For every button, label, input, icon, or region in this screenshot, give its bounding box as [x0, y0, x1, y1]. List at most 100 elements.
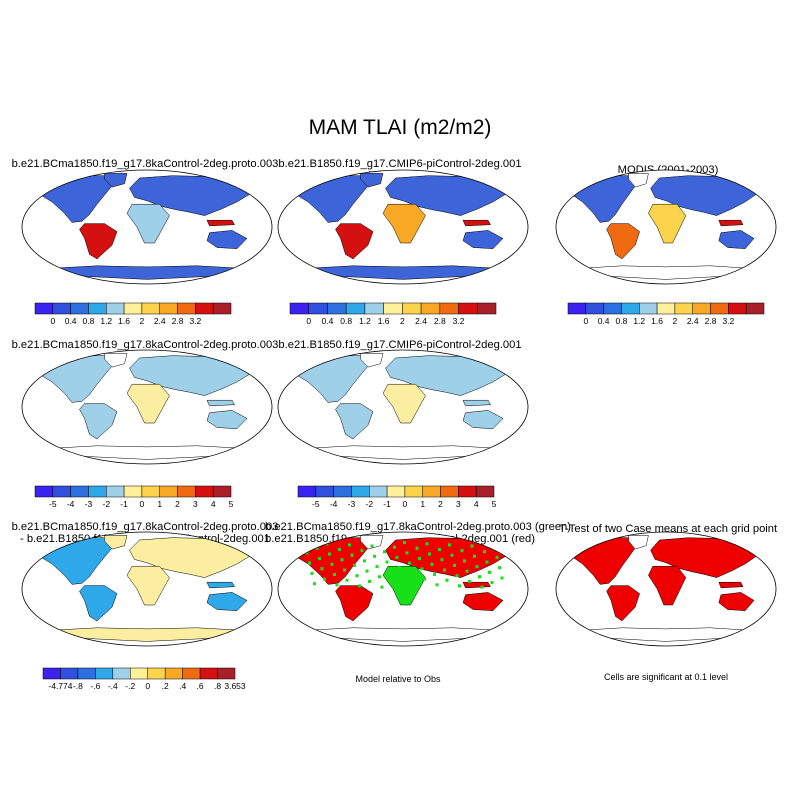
continent-australia [206, 410, 248, 429]
colorbar-box [159, 485, 178, 498]
colorbar-box [123, 302, 143, 315]
colorbar-box [212, 302, 232, 315]
colorbar-tick-label: 3 [193, 499, 198, 509]
colorbar-tick-label: 3.2 [453, 316, 465, 326]
map-border [21, 531, 273, 647]
colorbar-tick-label: 2 [673, 316, 678, 326]
continent-indonesia [206, 219, 235, 227]
colorbar-box [164, 667, 183, 680]
continent-africa [126, 203, 170, 244]
continent-australia [206, 592, 248, 611]
footer-significance: Cells are significant at 0.1 level [603, 672, 729, 682]
colorbar-tick-label: 1 [420, 499, 425, 509]
panel-title-8-line-1: T-Test of two Case means at each grid po… [558, 523, 778, 535]
map-border [21, 349, 273, 465]
continent-australia [462, 592, 504, 611]
colorbar-tick-label: 2 [400, 316, 405, 326]
colorbar-box [130, 667, 148, 680]
colorbar-box [402, 302, 422, 315]
colorbar-box [315, 485, 334, 498]
colorbar-tick-label: -4.774 [48, 681, 72, 691]
continent-africa [648, 565, 687, 606]
colorbar-box [88, 302, 107, 315]
panel-title-2-line-1: b.e21.B1850.f19_g17.CMIP6-piControl-2deg… [278, 158, 522, 170]
colorbar-tick-label: 1.2 [633, 316, 645, 326]
colorbar-box [77, 667, 96, 680]
map-border [555, 169, 777, 285]
continent-antarctica [586, 627, 746, 642]
continent-antarctica [312, 445, 494, 460]
colorbar-box [212, 485, 232, 498]
continent-africa [382, 383, 426, 424]
colorbar-tick-label: -.8 [73, 681, 83, 691]
colorbar-box [439, 302, 459, 315]
colorbar-tick-label: .6 [197, 681, 204, 691]
colorbar-tick-label: -4 [67, 499, 75, 509]
colorbar-box [52, 485, 71, 498]
map-border [277, 169, 529, 285]
colorbar-tick-label: -.4 [108, 681, 118, 691]
continent-indonesia [206, 399, 235, 407]
colorbar-tick-label: -.6 [90, 681, 100, 691]
colorbar-box [123, 485, 143, 498]
colorbar-box [95, 667, 114, 680]
map-panel-4 [21, 349, 273, 465]
colorbar-tick-label: .8 [214, 681, 221, 691]
colorbar-box [195, 485, 214, 498]
colorbar-box [420, 302, 441, 315]
colorbar-box [567, 302, 587, 315]
continent-southamerica [79, 223, 118, 260]
map-panel-5 [277, 349, 529, 465]
colorbar-box [182, 667, 201, 680]
map-panel-6 [21, 531, 273, 647]
colorbar-tick-label: 3.2 [189, 316, 201, 326]
colorbar-box [297, 485, 317, 498]
colorbar-box [106, 302, 125, 315]
continent-southamerica [606, 585, 640, 622]
colorbar-tick-label: 4 [474, 499, 479, 509]
colorbar-tick-label: 3 [456, 499, 461, 509]
colorbar-absolute-1: 0 0.4 0.8 1.2 1.6 2 2.4 2.8 3.2 [34, 302, 232, 326]
colorbar-box [333, 485, 352, 498]
footer-model-relative: Model relative to Obs [355, 674, 441, 684]
colorbar-box [112, 667, 131, 680]
map-border [277, 531, 529, 647]
colorbar-box [42, 667, 61, 680]
map-panel-2 [277, 169, 529, 285]
colorbar-box [34, 302, 54, 315]
colorbar-tick-label: 0 [140, 499, 145, 509]
continent-greenland [628, 173, 649, 188]
panel-title-1-line-1: b.e21.BCma1850.f19_g17.8kaControl-2deg.p… [11, 158, 279, 170]
colorbar-absolute-3: 0 0.4 0.8 1.2 1.6 2 2.4 2.8 3.2 [567, 302, 765, 326]
colorbar-box [383, 302, 403, 315]
colorbar-tick-label: 3.2 [722, 316, 734, 326]
colorbar-box [106, 485, 125, 498]
colorbar-box [404, 485, 423, 498]
colorbar-box [308, 302, 328, 315]
colorbar-tick-label: 0.8 [83, 316, 95, 326]
colorbar-tick-label: -.2 [125, 681, 135, 691]
map-panel-3 [555, 169, 777, 285]
continent-indonesia [462, 219, 491, 227]
colorbar-box [639, 302, 658, 315]
panel-title-7-line-1: b.e21.BCma1850.f19_g17.8kaControl-2deg.p… [265, 521, 572, 533]
colorbar-box [422, 485, 441, 498]
panel-title-8: T-Test of two Case means at each grid po… [533, 523, 800, 535]
colorbar-box [458, 302, 478, 315]
continent-indonesia [462, 581, 491, 589]
colorbar-tick-label: -2 [102, 499, 110, 509]
continent-indonesia [462, 399, 491, 407]
colorbar-box [195, 302, 214, 315]
colorbar-tick-label: 1.2 [359, 316, 371, 326]
colorbar-tick-label: 3.653 [224, 681, 246, 691]
colorbar-box [177, 485, 196, 498]
colorbar-box [289, 302, 309, 315]
colorbar-tick-label: 2 [175, 499, 180, 509]
colorbar-box [159, 302, 178, 315]
continent-africa [126, 383, 170, 424]
colorbar-tick-label: -3 [348, 499, 356, 509]
colorbar-tick-label: 0 [50, 316, 55, 326]
colorbar-tick-label: 2.8 [705, 316, 717, 326]
colorbar-anomaly-2: -5 -4 -3 -2 -1 0 1 2 3 4 5 [297, 485, 497, 509]
colorbar-tick-label: 1.2 [100, 316, 112, 326]
